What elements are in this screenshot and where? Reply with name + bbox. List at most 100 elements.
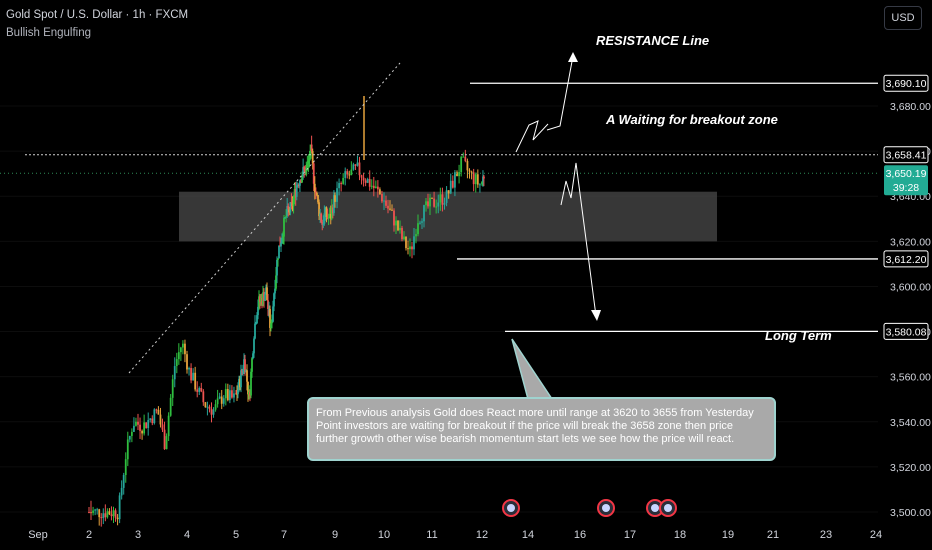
candle-body	[421, 221, 423, 223]
candle-body	[295, 185, 298, 197]
time-tick-label: 9	[332, 529, 338, 541]
candle-body	[317, 195, 319, 203]
candle-body	[374, 186, 377, 189]
candle-body	[379, 189, 381, 195]
candle-body	[326, 217, 329, 219]
candle-body	[175, 359, 178, 367]
candle-body	[155, 409, 158, 411]
candle-body	[257, 306, 259, 316]
candle-body	[274, 288, 276, 294]
candle-body	[474, 174, 477, 185]
long-term-price-tag-box	[883, 322, 929, 340]
candle-body	[385, 200, 387, 206]
candle-body	[331, 207, 334, 214]
candle-body	[285, 215, 288, 218]
symbol-title[interactable]: Gold Spot / U.S. Dollar · 1h · FXCM	[6, 9, 189, 21]
candle-body	[261, 297, 263, 305]
consolidation-zone	[179, 191, 717, 242]
candle-body	[395, 220, 397, 226]
candle-body	[122, 474, 125, 488]
candle-body	[231, 390, 233, 398]
candle-body	[239, 378, 241, 388]
candle-body	[248, 392, 250, 395]
candle-body	[233, 393, 235, 398]
candle-body	[383, 200, 385, 202]
candle-body	[263, 292, 265, 301]
candle-body	[179, 347, 182, 353]
resistance-price-tag: 3,690.10	[886, 78, 927, 90]
event-marker-flag	[602, 504, 610, 512]
trend-line	[128, 62, 401, 374]
candle-body	[429, 197, 431, 207]
breakout-price-tag-box	[883, 146, 929, 164]
candle-body	[262, 292, 264, 305]
time-tick-label: 2	[86, 529, 92, 541]
candle-body	[214, 404, 217, 410]
time-tick-label: Sep	[28, 529, 48, 541]
candle-body	[245, 370, 247, 372]
currency-button[interactable]: USD	[884, 6, 922, 30]
long-term-label: Long Term	[765, 328, 832, 343]
candle-body	[344, 171, 347, 178]
candle-body	[318, 202, 320, 217]
time-tick-label: 16	[574, 529, 586, 541]
candle-body	[447, 190, 450, 194]
candle-body	[327, 217, 330, 219]
candle-body	[307, 160, 310, 164]
candle-body	[273, 293, 275, 307]
candle-body	[120, 487, 123, 496]
candle-body	[272, 306, 274, 322]
candle-body	[153, 409, 156, 424]
candle-body	[266, 287, 268, 301]
candle-body	[352, 164, 355, 170]
candle-body	[364, 180, 367, 183]
projection-up-long	[546, 55, 574, 131]
candle-body	[212, 409, 215, 415]
candle-body	[236, 393, 238, 395]
candle-body	[165, 436, 168, 450]
candle-body	[309, 144, 312, 159]
candles	[88, 96, 485, 527]
candle-body	[286, 206, 289, 216]
event-marker-flag	[651, 504, 659, 512]
candle-body	[356, 162, 359, 166]
resistance-label: RESISTANCE Line	[596, 33, 710, 48]
candle-body	[290, 202, 293, 204]
candle-body	[305, 167, 308, 175]
countdown-label: 39:28	[893, 182, 919, 194]
candle-body	[141, 430, 143, 434]
time-tick-label: 7	[281, 529, 287, 541]
candle-body	[151, 418, 154, 424]
time-tick-label: 12	[476, 529, 488, 541]
candle-body	[360, 175, 363, 178]
candle-body	[258, 296, 260, 307]
candle-body	[100, 517, 103, 519]
candle-body	[216, 398, 219, 405]
candle-body	[282, 236, 284, 238]
candle-body	[376, 186, 379, 190]
candle-body	[260, 297, 262, 302]
candle-body	[268, 308, 270, 310]
price-tick-label: 3,600.00	[890, 281, 931, 293]
indicator-label[interactable]: Bullish Engulfing	[6, 27, 92, 39]
candle-body	[163, 429, 166, 450]
candle-body	[301, 176, 303, 183]
price-tick-label: 3,620.00	[890, 236, 931, 248]
candle-body	[297, 184, 300, 186]
candle-body	[182, 343, 184, 348]
candle-body	[302, 167, 305, 177]
candle-body	[449, 180, 452, 194]
candle-body	[246, 370, 248, 382]
zone-rect	[179, 191, 717, 242]
time-tick-label: 21	[767, 529, 779, 541]
time-axis: Sep 2 3 4 5 7 9 10 11 12 14 16 17 18 19 21 23 24	[28, 529, 882, 541]
analysis-note[interactable]: From Previous analysis Gold does React m…	[307, 397, 776, 461]
price-tick-label: 3,540.00	[890, 417, 931, 429]
candle-body	[218, 396, 221, 399]
candle-body	[173, 366, 176, 380]
candle-body	[145, 422, 148, 429]
candle-body	[198, 387, 201, 392]
candle-body	[192, 372, 195, 381]
candle-body	[269, 308, 271, 328]
